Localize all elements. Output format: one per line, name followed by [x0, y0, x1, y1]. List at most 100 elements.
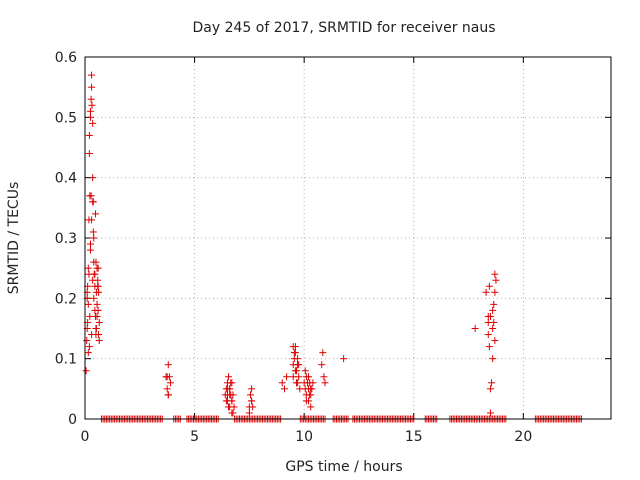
data-point	[490, 300, 498, 308]
grid-lines	[85, 57, 611, 419]
data-point	[289, 373, 297, 381]
x-tick-label: 20	[514, 429, 532, 445]
data-point	[227, 379, 235, 387]
data-point	[88, 71, 96, 79]
data-point	[306, 391, 314, 399]
data-point	[93, 312, 101, 320]
data-point	[84, 349, 92, 357]
y-tick-label: 0.5	[55, 110, 77, 126]
data-point	[89, 198, 97, 206]
y-tick-label: 0	[68, 412, 77, 428]
data-point	[87, 192, 95, 200]
data-point	[89, 276, 97, 284]
data-point	[89, 174, 97, 182]
data-point	[249, 403, 257, 411]
data-point	[228, 409, 236, 417]
data-point	[225, 403, 233, 411]
data-point	[93, 264, 101, 272]
data-point	[85, 343, 93, 351]
data-point	[489, 355, 497, 363]
x-tick-label: 0	[81, 429, 90, 445]
data-point	[290, 349, 298, 357]
data-point	[86, 113, 94, 121]
data-point	[88, 83, 96, 91]
data-point	[95, 331, 103, 339]
data-point	[86, 240, 94, 248]
data-point	[93, 300, 101, 308]
x-tick-labels: 0 5 10 15 20	[81, 429, 533, 445]
data-point	[318, 361, 326, 369]
data-point	[88, 101, 96, 109]
data-point	[321, 379, 329, 387]
data-point	[248, 397, 256, 405]
data-point	[84, 264, 92, 272]
y-tick-label: 0.1	[55, 352, 77, 368]
data-point	[95, 337, 103, 345]
y-tick-label: 0.3	[55, 231, 77, 247]
data-point	[89, 228, 97, 236]
data-point	[295, 361, 303, 369]
data-point	[222, 397, 230, 405]
data-point	[85, 150, 93, 158]
data-point	[280, 385, 288, 393]
x-tick-label: 15	[405, 429, 423, 445]
data-point	[95, 318, 103, 326]
y-tick-label: 0.4	[55, 171, 77, 187]
x-tick-label: 5	[190, 429, 199, 445]
data-point	[226, 385, 234, 393]
data-point	[486, 409, 494, 417]
data-point	[90, 294, 98, 302]
data-point	[166, 379, 174, 387]
data-point	[95, 288, 103, 296]
data-point	[82, 367, 90, 375]
data-point	[245, 409, 253, 417]
data-point	[301, 367, 309, 375]
data-point	[491, 288, 499, 296]
data-point	[91, 270, 99, 278]
y-axis-label: SRMTID / TECUs	[6, 182, 22, 295]
data-point	[492, 276, 500, 284]
data-point	[489, 325, 497, 332]
data-point	[88, 216, 96, 224]
data-point	[223, 391, 231, 399]
data-point	[92, 210, 100, 218]
data-point	[248, 385, 256, 393]
y-tick-label: 0.6	[55, 50, 77, 66]
data-point	[163, 385, 171, 393]
data-point	[489, 306, 497, 314]
data-point	[86, 246, 94, 254]
data-point	[320, 373, 328, 381]
data-point	[163, 373, 171, 381]
data-point	[302, 397, 310, 405]
data-point	[294, 355, 302, 363]
chart-title: Day 245 of 2017, SRMTID for receiver nau…	[192, 20, 495, 36]
data-point	[488, 379, 496, 387]
plot-frame	[84, 56, 612, 420]
data-point	[84, 300, 92, 308]
data-point	[92, 258, 100, 266]
data-point	[486, 385, 494, 393]
data-point	[291, 343, 299, 351]
data-point	[305, 373, 313, 381]
x-axis-label: GPS time / hours	[285, 459, 402, 475]
data-points	[82, 71, 585, 423]
data-point	[94, 306, 102, 314]
data-point	[246, 391, 254, 399]
data-point	[307, 403, 315, 411]
data-point	[485, 282, 493, 290]
data-point	[292, 367, 300, 375]
data-point	[491, 270, 499, 278]
data-point	[340, 355, 348, 363]
y-tick-labels: 0 0.1 0.2 0.3 0.4 0.5 0.6	[55, 50, 77, 428]
data-point	[309, 379, 317, 387]
data-point	[482, 288, 490, 296]
axis-ticks	[84, 56, 611, 420]
data-point	[85, 131, 93, 139]
data-point	[491, 337, 499, 345]
data-point	[86, 107, 94, 115]
y-tick-label: 0.2	[55, 291, 77, 307]
data-point	[485, 343, 493, 351]
data-point	[164, 361, 172, 369]
data-point	[471, 325, 479, 332]
